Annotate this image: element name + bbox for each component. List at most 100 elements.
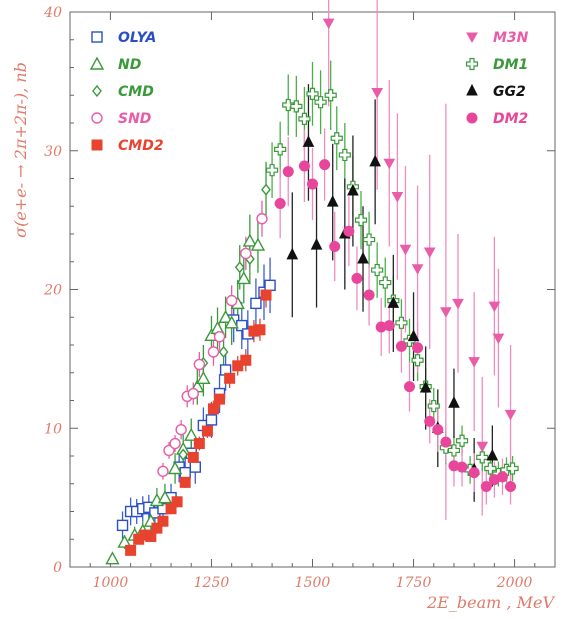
x-tick-label: 1750 [396, 575, 432, 591]
m3n-point [488, 301, 501, 313]
gg2-point [347, 183, 359, 196]
dm2-point [456, 461, 468, 473]
cmd-point [218, 345, 229, 359]
legend-label-snd: SND [118, 111, 151, 127]
snd-point [240, 247, 252, 260]
dm1-point [362, 233, 376, 246]
cmd2-point [214, 393, 226, 405]
gg2-point [326, 194, 339, 207]
dm1-point [395, 316, 408, 329]
dm2-point [432, 424, 444, 436]
m3n-point [476, 441, 489, 453]
dm1-point [506, 462, 519, 475]
m3n-point [371, 87, 384, 99]
dm1-point [265, 164, 279, 177]
legend-marker-gg2 [466, 83, 478, 96]
nd-point [218, 309, 233, 323]
legend-marker-cmd [92, 84, 102, 98]
snd-point [256, 213, 268, 225]
dm2-point [424, 415, 436, 427]
nd-point [105, 551, 120, 565]
legend-marker-m3n [466, 32, 478, 44]
cmd2-point [207, 403, 219, 415]
dm2-point [404, 381, 415, 393]
legend-label-nd: ND [118, 57, 141, 73]
dm1-point [427, 399, 440, 413]
gg2-point [486, 448, 499, 461]
olya-point [250, 297, 262, 310]
dm1-point [338, 148, 351, 162]
dm1-point [476, 451, 489, 464]
legend: OLYA ND CMD SND CMD2 M3N DM1 GG2 DM2 [89, 30, 529, 154]
nd-point [250, 237, 266, 251]
legend-marker-cmd2 [91, 139, 103, 151]
gg2-point [387, 296, 400, 308]
y-axis-title: σ(e+e- → 2π+2π-), nb [11, 62, 30, 238]
m3n-point [383, 158, 396, 170]
m3n-point [391, 192, 404, 203]
dm1-point [411, 354, 424, 367]
snd-point [225, 294, 238, 307]
dm2-point [274, 197, 286, 209]
dm1-point [324, 89, 337, 102]
cmd-point [261, 183, 271, 196]
cmd2-point [187, 451, 199, 463]
gg2-point [407, 329, 420, 342]
legend-marker-olya [91, 31, 103, 43]
dm1-point [455, 434, 469, 447]
olya-point [205, 414, 218, 426]
x-tick-label: 1250 [194, 575, 230, 591]
axis-ticks: 1000 1250 1500 1750 2000 0 10 20 30 40 [43, 5, 555, 591]
cmd2-point [193, 438, 205, 450]
legend-marker-dm2 [466, 112, 478, 124]
dm1-point [371, 263, 384, 277]
dm1-point [379, 276, 392, 289]
m3n-point [440, 307, 452, 318]
dm1-point [330, 132, 343, 145]
cmd2-point [179, 476, 191, 488]
m3n-point [452, 298, 464, 310]
legend-label-olya: OLYA [118, 30, 156, 46]
dm2-point [351, 272, 363, 284]
dm2-point [480, 481, 492, 493]
legend-marker-snd [91, 112, 103, 124]
dm1-point [447, 444, 461, 457]
gg2-point [286, 247, 299, 260]
cmd2-point [201, 425, 213, 437]
legend-label-cmd2: CMD2 [118, 138, 164, 154]
dm2-point [319, 159, 331, 171]
dm1-point [282, 98, 295, 112]
y-tick-label: 0 [53, 560, 62, 576]
dm2-point [343, 225, 355, 237]
cmd2-point [171, 496, 183, 508]
m3n-point [468, 357, 481, 368]
dm2-point [282, 166, 294, 178]
cmd2-point [145, 530, 157, 542]
legend-label-gg2: GG2 [493, 84, 526, 100]
dm2-point [383, 320, 395, 332]
gg2-point [310, 237, 323, 250]
dm2-point [505, 481, 517, 493]
dm2-point [298, 160, 310, 172]
gg2-point [448, 396, 460, 408]
nd-point [196, 370, 211, 384]
dm1-point [290, 100, 303, 113]
dm2-point [329, 240, 341, 252]
dm1-point [314, 96, 327, 109]
cmd2-point [125, 544, 137, 556]
m3n-point [399, 244, 412, 256]
legend-label-cmd: CMD [118, 84, 154, 100]
olya-point [264, 279, 276, 292]
snd-point [207, 346, 220, 358]
cmd2-point [254, 324, 266, 336]
dm2-point [307, 178, 318, 190]
nd-point [224, 315, 239, 329]
cmd2-point [232, 360, 244, 372]
y-tick-label: 40 [43, 5, 62, 21]
snd-point [169, 437, 181, 450]
nd-point [167, 461, 183, 475]
legend-label-m3n: M3N [493, 30, 529, 46]
nd-point [117, 534, 132, 548]
y-tick-label: 30 [44, 144, 62, 160]
dm1-point [298, 112, 311, 125]
